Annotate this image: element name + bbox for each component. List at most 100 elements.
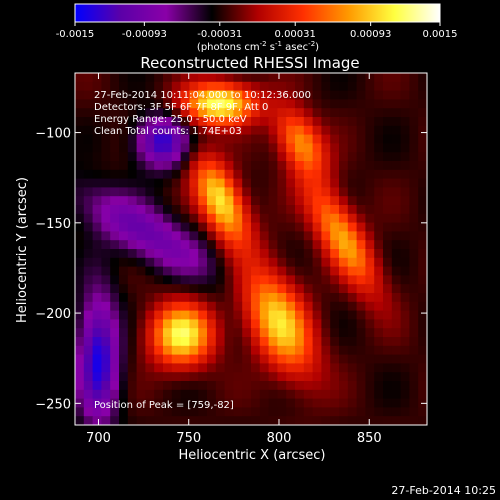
heatmap-cell xyxy=(75,416,85,426)
heatmap-cell xyxy=(224,196,234,206)
heatmap-cell xyxy=(330,398,340,408)
x-axis-label: Heliocentric X (arcsec) xyxy=(179,448,326,463)
heatmap-cell xyxy=(295,381,305,391)
heatmap-cell xyxy=(92,337,102,347)
heatmap-cell xyxy=(224,73,234,83)
heatmap-cell xyxy=(277,169,287,179)
heatmap-cell xyxy=(418,169,428,179)
heatmap-cell xyxy=(75,152,85,162)
heatmap-cell xyxy=(312,293,322,303)
heatmap-cell xyxy=(339,90,349,100)
heatmap-cell xyxy=(163,240,173,250)
heatmap-cell xyxy=(400,363,410,373)
heatmap-cell xyxy=(409,328,419,338)
heatmap-cell xyxy=(383,301,393,311)
heatmap-cell xyxy=(347,90,357,100)
heatmap-cell xyxy=(365,257,375,267)
heatmap-cell xyxy=(295,257,305,267)
heatmap-cell xyxy=(391,284,401,294)
heatmap-cell xyxy=(330,416,340,426)
heatmap-cell xyxy=(92,328,102,338)
heatmap-cell xyxy=(233,319,243,329)
heatmap-cell xyxy=(339,363,349,373)
heatmap-cell xyxy=(330,257,340,267)
heatmap-cell xyxy=(303,240,313,250)
heatmap-cell xyxy=(145,363,155,373)
heatmap-cell xyxy=(163,381,173,391)
heatmap-cell xyxy=(321,196,331,206)
heatmap-cell xyxy=(277,178,287,188)
heatmap-cell xyxy=(383,99,393,109)
heatmap-cell xyxy=(224,169,234,179)
heatmap-cell xyxy=(92,143,102,153)
heatmap-cell xyxy=(242,213,252,223)
heatmap-cell xyxy=(207,293,217,303)
heatmap-cell xyxy=(321,328,331,338)
heatmap-cell xyxy=(224,381,234,391)
heatmap-cell xyxy=(312,345,322,355)
heatmap-cell xyxy=(400,319,410,329)
heatmap-cell xyxy=(233,398,243,408)
heatmap-cell xyxy=(189,169,199,179)
heatmap-cell xyxy=(286,354,296,364)
heatmap-cell xyxy=(330,301,340,311)
heatmap-cell xyxy=(277,398,287,408)
heatmap-cell xyxy=(409,310,419,320)
heatmap-cell xyxy=(145,398,155,408)
heatmap-cell xyxy=(330,143,340,153)
heatmap-cell xyxy=(303,310,313,320)
heatmap-cell xyxy=(189,222,199,232)
heatmap-cell xyxy=(339,205,349,215)
heatmap-cell xyxy=(303,416,313,426)
heatmap-cell xyxy=(171,337,181,347)
heatmap-cell xyxy=(365,117,375,127)
heatmap-cell xyxy=(145,293,155,303)
heatmap-cell xyxy=(418,328,428,338)
heatmap-cell xyxy=(268,125,278,135)
heatmap-cell xyxy=(277,337,287,347)
heatmap-cell xyxy=(259,389,269,399)
heatmap-cell xyxy=(418,363,428,373)
heatmap-cell xyxy=(374,90,384,100)
heatmap-cell xyxy=(295,398,305,408)
heatmap-cell xyxy=(75,143,85,153)
heatmap-cell xyxy=(224,257,234,267)
heatmap-cell xyxy=(189,125,199,135)
footer-timestamp: 27-Feb-2014 10:25 xyxy=(391,484,496,497)
heatmap-cell xyxy=(391,187,401,197)
heatmap-cell xyxy=(145,249,155,259)
heatmap-cell xyxy=(365,73,375,83)
heatmap-cell xyxy=(347,143,357,153)
heatmap-cell xyxy=(180,319,190,329)
heatmap-cell xyxy=(145,222,155,232)
heatmap-cell xyxy=(180,187,190,197)
heatmap-cell xyxy=(119,205,129,215)
heatmap-cell xyxy=(295,231,305,241)
heatmap-cell xyxy=(286,161,296,171)
heatmap-cell xyxy=(286,143,296,153)
x-tick-label: 850 xyxy=(357,431,382,446)
heatmap-cell xyxy=(75,275,85,285)
heatmap-cell xyxy=(303,372,313,382)
heatmap-cell xyxy=(136,240,146,250)
heatmap-cell xyxy=(268,117,278,127)
heatmap-cell xyxy=(110,196,120,206)
heatmap-cell xyxy=(136,319,146,329)
heatmap-cell xyxy=(330,310,340,320)
heatmap-cell xyxy=(127,328,137,338)
heatmap-cell xyxy=(207,266,217,276)
heatmap-cell xyxy=(347,284,357,294)
heatmap-cell xyxy=(356,108,366,118)
heatmap-cell xyxy=(136,416,146,426)
heatmap-cell xyxy=(233,178,243,188)
heatmap-cell xyxy=(207,363,217,373)
heatmap-cell xyxy=(207,354,217,364)
heatmap-cell xyxy=(136,345,146,355)
heatmap-cell xyxy=(242,125,252,135)
heatmap-cell xyxy=(207,108,217,118)
heatmap-cell xyxy=(171,178,181,188)
heatmap-cell xyxy=(215,99,225,109)
heatmap-cell xyxy=(198,398,208,408)
heatmap-cell xyxy=(374,363,384,373)
heatmap-cell xyxy=(127,143,137,153)
